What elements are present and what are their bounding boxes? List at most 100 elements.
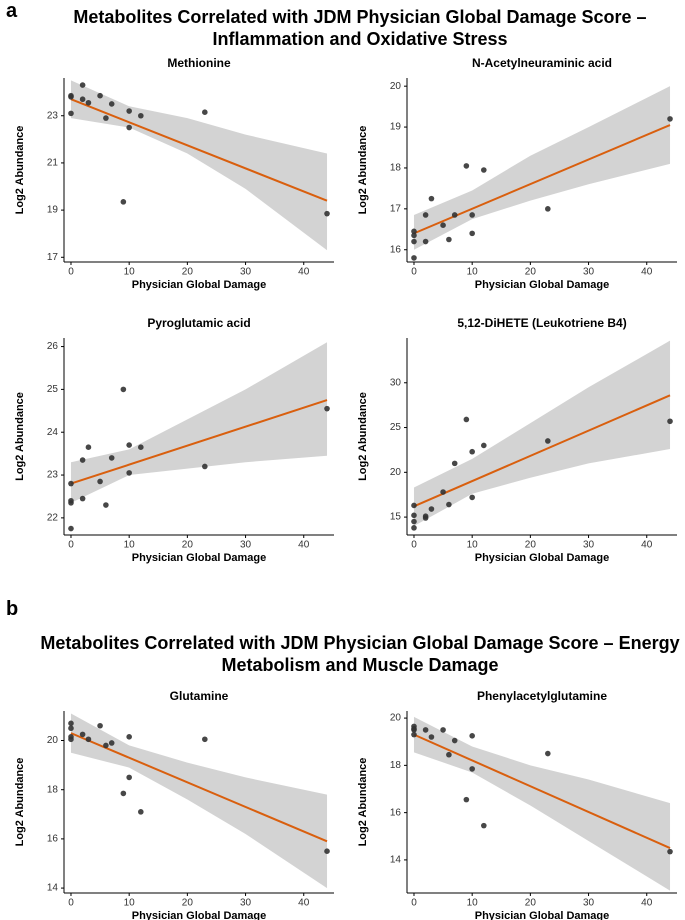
- data-point: [138, 809, 144, 815]
- data-point: [108, 740, 115, 746]
- data-point: [422, 212, 429, 218]
- data-point: [422, 513, 429, 519]
- data-point: [446, 236, 452, 243]
- x-axis-label: Physician Global Damage: [475, 552, 610, 564]
- y-tick-label: 16: [390, 807, 402, 818]
- data-point: [446, 501, 452, 508]
- data-point: [126, 442, 132, 448]
- data-point: [428, 195, 435, 202]
- data-point: [103, 115, 109, 121]
- data-point: [324, 210, 330, 217]
- y-tick-label: 18: [390, 163, 402, 174]
- data-point: [68, 525, 74, 532]
- x-tick-label: 0: [411, 540, 417, 551]
- data-point: [411, 525, 417, 531]
- y-tick-label: 19: [390, 122, 402, 133]
- data-point: [411, 502, 417, 509]
- x-tick-label: 30: [583, 267, 595, 278]
- x-tick-label: 40: [641, 540, 653, 551]
- x-tick-label: 20: [525, 898, 537, 909]
- data-point: [446, 751, 452, 758]
- confidence-band: [70, 713, 328, 889]
- x-tick-label: 20: [182, 267, 194, 278]
- data-point: [411, 727, 417, 733]
- data-point: [422, 727, 429, 733]
- x-tick-label: 30: [583, 898, 595, 909]
- data-point: [79, 457, 86, 463]
- data-point: [428, 506, 435, 512]
- data-point: [97, 92, 103, 99]
- x-axis-label: Physician Global Damage: [132, 279, 267, 291]
- confidence-band: [413, 716, 671, 891]
- chart-title: Phenylacetylglutamine: [477, 689, 607, 703]
- fit-line: [70, 732, 328, 843]
- data-point: [126, 734, 132, 740]
- y-tick-label: 21: [47, 158, 59, 169]
- confidence-band: [70, 80, 328, 251]
- fit-line: [70, 399, 328, 485]
- data-point: [440, 727, 446, 733]
- y-tick-label: 25: [390, 422, 402, 433]
- data-point: [667, 848, 673, 855]
- data-point: [469, 733, 475, 739]
- data-point: [202, 463, 208, 470]
- data-point: [440, 222, 446, 228]
- data-point: [411, 512, 417, 519]
- y-tick-label: 18: [47, 784, 59, 795]
- y-tick-label: 25: [47, 384, 59, 395]
- y-tick-label: 14: [47, 883, 59, 894]
- panel-title: Metabolites Correlated with JDM Physicia…: [73, 7, 647, 49]
- x-tick-label: 10: [467, 898, 479, 909]
- y-tick-label: 19: [47, 205, 59, 216]
- chart-title: Glutamine: [170, 689, 229, 703]
- fit-line: [413, 733, 671, 850]
- y-tick-label: 20: [47, 735, 59, 746]
- panel-title: Metabolites Correlated with JDM Physicia…: [40, 633, 680, 675]
- x-tick-label: 40: [641, 267, 653, 278]
- data-point: [469, 494, 475, 501]
- x-tick-label: 40: [641, 898, 653, 909]
- data-point: [202, 736, 208, 743]
- panel-label: b: [6, 598, 19, 620]
- data-point: [324, 848, 330, 854]
- y-tick-label: 24: [47, 427, 59, 438]
- y-tick-label: 23: [47, 110, 59, 121]
- y-tick-label: 17: [390, 203, 402, 214]
- data-point: [126, 774, 132, 781]
- y-tick-label: 30: [390, 377, 402, 388]
- data-point: [463, 416, 470, 423]
- x-tick-label: 40: [298, 267, 310, 278]
- data-point: [202, 109, 208, 116]
- x-tick-label: 30: [240, 540, 252, 551]
- x-tick-label: 0: [68, 540, 74, 551]
- data-point: [545, 438, 551, 444]
- data-point: [85, 736, 92, 743]
- data-point: [667, 418, 673, 425]
- chart-title: Methionine: [167, 56, 231, 70]
- x-axis-label: Physician Global Damage: [475, 279, 610, 291]
- data-point: [68, 110, 74, 117]
- x-tick-label: 40: [298, 898, 310, 909]
- data-point: [411, 238, 417, 245]
- y-axis-label: Log2 Abundance: [14, 126, 26, 215]
- y-tick-label: 16: [390, 244, 402, 255]
- x-axis-label: Physician Global Damage: [132, 910, 267, 920]
- y-tick-label: 18: [390, 760, 402, 771]
- y-axis-label: Log2 Abundance: [14, 758, 26, 847]
- data-point: [103, 502, 109, 508]
- data-point: [411, 232, 417, 239]
- x-tick-label: 40: [298, 540, 310, 551]
- chart-title: N-Acetylneuraminic acid: [472, 56, 612, 70]
- data-point: [138, 112, 144, 119]
- x-tick-label: 30: [583, 540, 595, 551]
- x-tick-label: 0: [68, 898, 74, 909]
- data-point: [79, 96, 86, 103]
- data-point: [451, 212, 458, 218]
- y-tick-label: 16: [47, 834, 59, 845]
- confidence-band: [70, 342, 328, 503]
- data-point: [411, 228, 417, 235]
- y-tick-label: 15: [390, 512, 402, 523]
- y-axis-label: Log2 Abundance: [357, 126, 369, 215]
